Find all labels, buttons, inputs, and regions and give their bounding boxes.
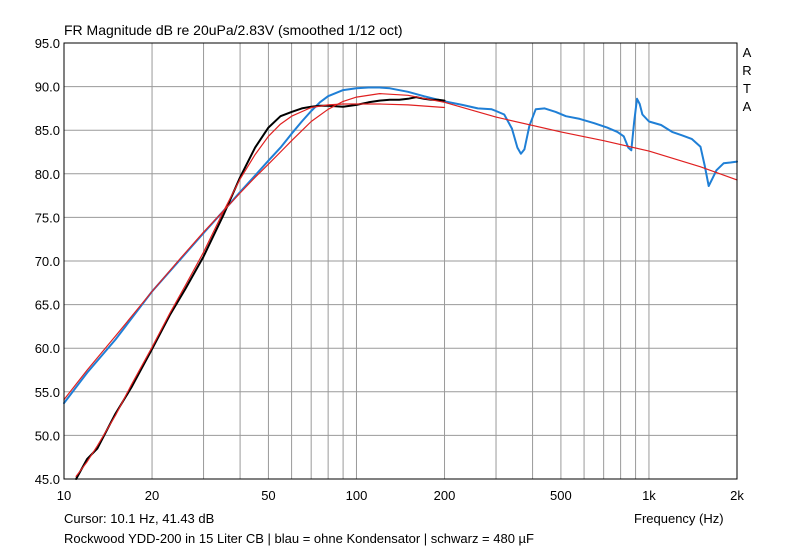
x-tick-label: 100 <box>346 488 368 503</box>
series-line <box>63 86 738 405</box>
x-tick-label: 20 <box>145 488 159 503</box>
series-line <box>63 92 738 401</box>
cursor-readout: Cursor: 10.1 Hz, 41.43 dB <box>64 511 215 526</box>
x-tick-label: 1k <box>642 488 656 503</box>
chart-caption: Rockwood YDD-200 in 15 Liter CB | blau =… <box>64 531 534 546</box>
x-tick-label: 2k <box>730 488 744 503</box>
y-tick-label: 80.0 <box>35 167 60 182</box>
series-line <box>75 103 446 477</box>
y-tick-label: 45.0 <box>35 472 60 487</box>
plot-frame <box>63 42 738 480</box>
y-tick-label: 90.0 <box>35 80 60 95</box>
y-tick-label: 75.0 <box>35 210 60 225</box>
series-layer <box>63 86 738 480</box>
x-axis-label: Frequency (Hz) <box>634 511 724 526</box>
x-tick-label: 200 <box>434 488 456 503</box>
y-tick-labels: 45.0 50.0 55.0 60.0 65.0 70.0 75.0 80.0 85.0 90.0… <box>35 36 60 487</box>
arta-brand: A R T A <box>741 44 753 116</box>
brand-letter: A <box>742 99 752 114</box>
x-tick-label: 10 <box>57 488 71 503</box>
brand-letter: T <box>743 81 751 96</box>
x-tick-label: 50 <box>261 488 275 503</box>
y-tick-label: 70.0 <box>35 254 60 269</box>
chart-title: FR Magnitude dB re 20uPa/2.83V (smoothed… <box>64 22 403 38</box>
y-tick-label: 55.0 <box>35 385 60 400</box>
y-tick-label: 85.0 <box>35 123 60 138</box>
x-tick-labels: 10 20 50 100 200 500 1k 2k <box>57 488 745 503</box>
series-line <box>75 96 446 480</box>
brand-letter: A <box>742 45 752 60</box>
y-tick-label: 50.0 <box>35 428 60 443</box>
x-tick-label: 500 <box>550 488 572 503</box>
y-tick-label: 65.0 <box>35 298 60 313</box>
brand-letter: R <box>742 63 752 78</box>
y-tick-label: 95.0 <box>35 36 60 51</box>
y-tick-label: 60.0 <box>35 341 60 356</box>
